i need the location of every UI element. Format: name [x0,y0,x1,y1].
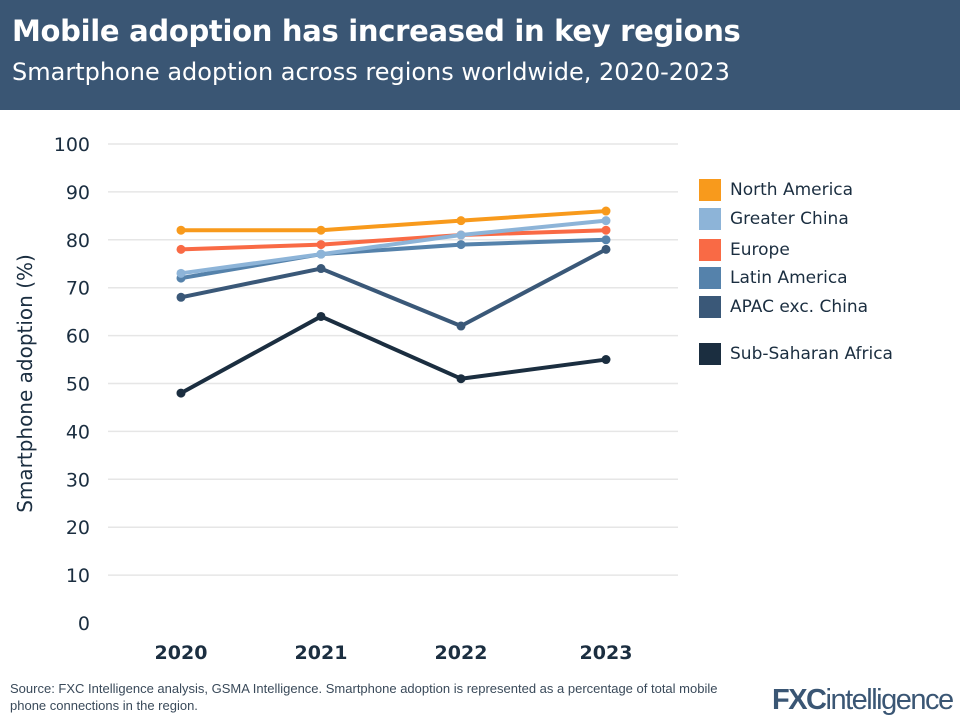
data-point-apac-exc-china [316,264,326,274]
legend-item: Sub-Saharan Africa [699,343,893,365]
legend-swatch [699,343,721,365]
legend-item: North America [699,179,853,201]
legend-swatch [699,208,721,230]
series-line-apac-exc-china [180,247,607,329]
y-tick-label: 30 [66,469,90,491]
data-point-sub-saharan-africa [601,355,611,365]
header: Mobile adoption has increased in key reg… [0,0,960,110]
data-point-latin-america [456,240,466,250]
data-point-greater-china [601,216,611,226]
data-point-latin-america [601,235,611,245]
data-point-greater-china [456,230,466,240]
legend-item: APAC exc. China [699,296,868,318]
x-tick-label: 2023 [580,642,633,664]
line-chart: 0 10 20 30 40 50 60 70 80 90 100 2020 2021 2022 2023 Sm… [13,134,678,664]
legend-label: North America [730,180,854,200]
data-point-europe [316,240,326,250]
y-tick-label: 40 [66,421,90,443]
data-point-north-america [456,216,466,226]
y-tick-label: 80 [66,230,90,252]
y-tick-label: 20 [66,517,90,539]
data-point-sub-saharan-africa [176,388,186,398]
legend-item: Greater China [699,208,849,230]
legend-swatch [699,267,721,289]
legend-label: Europe [730,240,790,260]
y-tick-label: 50 [66,374,90,396]
x-tick-label: 2020 [155,642,208,664]
source-note: Source: FXC Intelligence analysis, GSMA … [10,681,718,713]
legend-label: APAC exc. China [730,297,869,317]
legend-item: Latin America [699,267,848,289]
data-point-apac-exc-china [456,321,466,331]
series-line-sub-saharan-africa [180,314,607,395]
legend-label: Sub-Saharan Africa [730,344,893,364]
y-tick-label: 0 [78,613,90,635]
series-line-europe [180,228,607,252]
chart-title: Mobile adoption has increased in key reg… [12,14,741,48]
data-point-greater-china [316,249,326,259]
chart-subtitle: Smartphone adoption across regions world… [12,58,730,86]
y-tick-label: 100 [54,134,90,156]
y-tick-label: 10 [66,565,90,587]
data-point-europe [601,225,611,235]
data-point-north-america [316,225,326,235]
legend-swatch [699,239,721,261]
series-line-north-america [181,209,607,233]
data-point-sub-saharan-africa [456,374,466,384]
data-point-north-america [176,225,186,235]
x-tick-label: 2022 [435,642,488,664]
y-tick-label: 90 [66,182,90,204]
y-tick-label: 60 [66,326,90,348]
data-point-sub-saharan-africa [316,311,326,321]
y-axis-title: Smartphone adoption (%) [13,254,37,513]
legend-label: Greater China [730,209,849,229]
data-point-apac-exc-china [601,244,611,254]
fxc-intelligence-logo: FXCintelligence [772,684,954,716]
data-point-north-america [601,206,611,216]
legend-label: Latin America [730,268,848,288]
series-line-latin-america [180,237,607,281]
series-line-greater-china [180,218,607,276]
legend-swatch [699,179,721,201]
y-tick-label: 70 [66,278,90,300]
data-point-greater-china [176,268,186,278]
data-point-europe [176,244,186,254]
x-tick-label: 2021 [295,642,348,664]
legend-swatch [699,296,721,318]
data-point-apac-exc-china [176,292,186,302]
legend-item: Europe [699,239,790,261]
